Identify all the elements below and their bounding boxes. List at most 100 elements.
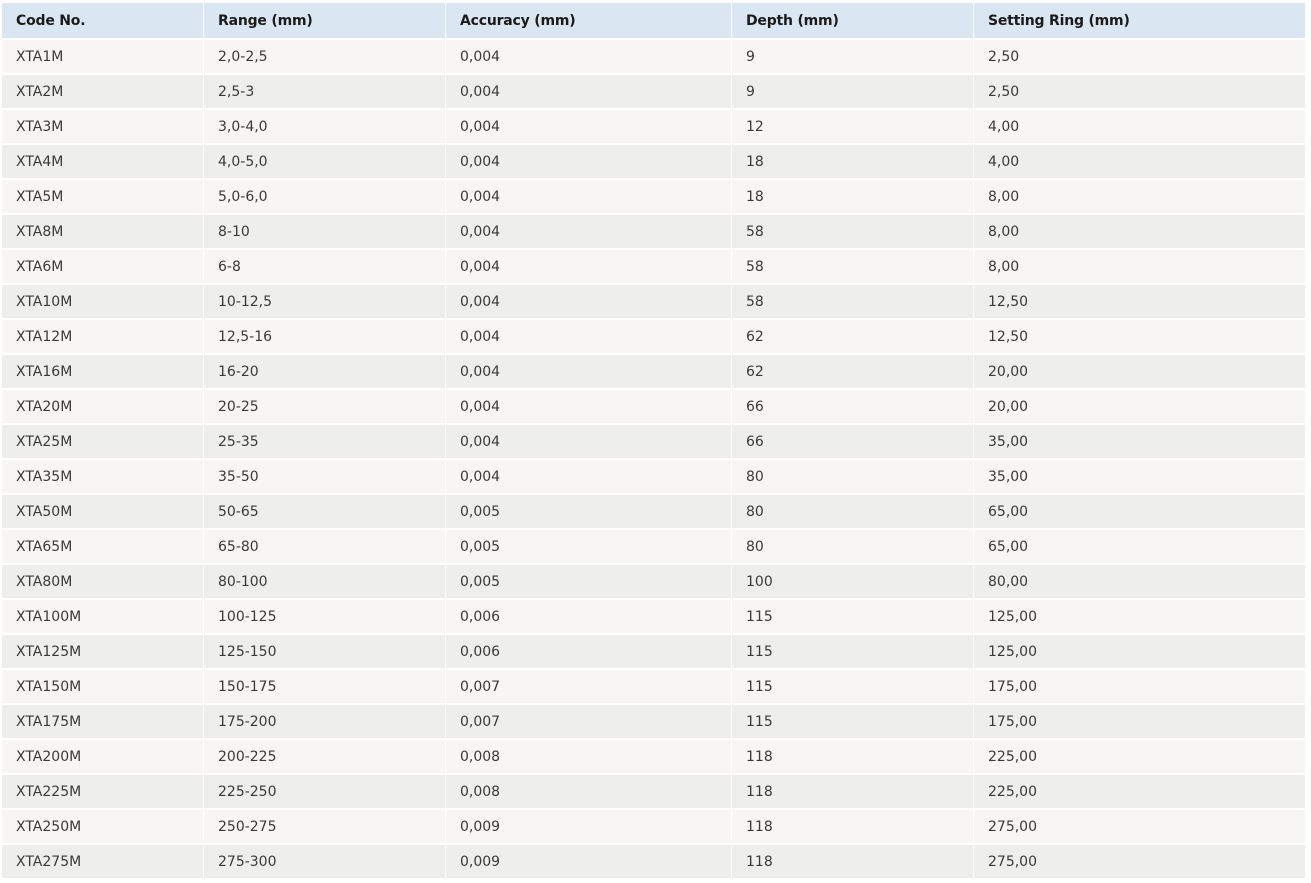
cell-code-no: XTA1M: [2, 38, 204, 73]
table-row: XTA8M 8-10 0,004 58 8,00: [2, 213, 1306, 248]
table-row: XTA20M 20-25 0,004 66 20,00: [2, 388, 1306, 423]
cell-range: 50-65: [204, 493, 446, 528]
table-row: XTA250M 250-275 0,009 118 275,00: [2, 808, 1306, 843]
cell-accuracy: 0,004: [446, 388, 732, 423]
cell-code-no: XTA200M: [2, 738, 204, 773]
cell-range: 25-35: [204, 423, 446, 458]
cell-range: 2,0-2,5: [204, 38, 446, 73]
cell-setting-ring: 175,00: [974, 668, 1306, 703]
cell-range: 5,0-6,0: [204, 178, 446, 213]
cell-range: 4,0-5,0: [204, 143, 446, 178]
cell-accuracy: 0,004: [446, 458, 732, 493]
table-row: XTA5M 5,0-6,0 0,004 18 8,00: [2, 178, 1306, 213]
cell-depth: 62: [732, 318, 974, 353]
cell-accuracy: 0,006: [446, 598, 732, 633]
cell-setting-ring: 35,00: [974, 423, 1306, 458]
cell-depth: 58: [732, 248, 974, 283]
cell-accuracy: 0,004: [446, 178, 732, 213]
cell-range: 125-150: [204, 633, 446, 668]
cell-setting-ring: 225,00: [974, 773, 1306, 808]
cell-range: 3,0-4,0: [204, 108, 446, 143]
cell-accuracy: 0,009: [446, 808, 732, 843]
cell-setting-ring: 225,00: [974, 738, 1306, 773]
table-row: XTA65M 65-80 0,005 80 65,00: [2, 528, 1306, 563]
cell-setting-ring: 12,50: [974, 283, 1306, 318]
cell-range: 8-10: [204, 213, 446, 248]
table-row: XTA35M 35-50 0,004 80 35,00: [2, 458, 1306, 493]
table-row: XTA25M 25-35 0,004 66 35,00: [2, 423, 1306, 458]
cell-accuracy: 0,004: [446, 143, 732, 178]
product-specs-table: Code No. Range (mm) Accuracy (mm) Depth …: [2, 3, 1306, 878]
cell-depth: 18: [732, 178, 974, 213]
cell-range: 150-175: [204, 668, 446, 703]
table-row: XTA80M 80-100 0,005 100 80,00: [2, 563, 1306, 598]
cell-accuracy: 0,004: [446, 213, 732, 248]
cell-setting-ring: 65,00: [974, 528, 1306, 563]
cell-accuracy: 0,004: [446, 38, 732, 73]
cell-accuracy: 0,007: [446, 703, 732, 738]
cell-range: 12,5-16: [204, 318, 446, 353]
cell-accuracy: 0,006: [446, 633, 732, 668]
cell-setting-ring: 275,00: [974, 808, 1306, 843]
cell-depth: 58: [732, 283, 974, 318]
cell-depth: 58: [732, 213, 974, 248]
cell-accuracy: 0,004: [446, 283, 732, 318]
cell-range: 225-250: [204, 773, 446, 808]
cell-code-no: XTA225M: [2, 773, 204, 808]
table-row: XTA12M 12,5-16 0,004 62 12,50: [2, 318, 1306, 353]
cell-code-no: XTA250M: [2, 808, 204, 843]
cell-code-no: XTA125M: [2, 633, 204, 668]
table-row: XTA2M 2,5-3 0,004 9 2,50: [2, 73, 1306, 108]
cell-code-no: XTA25M: [2, 423, 204, 458]
table-row: XTA125M 125-150 0,006 115 125,00: [2, 633, 1306, 668]
cell-code-no: XTA20M: [2, 388, 204, 423]
cell-setting-ring: 4,00: [974, 143, 1306, 178]
cell-setting-ring: 275,00: [974, 843, 1306, 878]
cell-setting-ring: 4,00: [974, 108, 1306, 143]
cell-depth: 118: [732, 773, 974, 808]
cell-setting-ring: 65,00: [974, 493, 1306, 528]
cell-depth: 9: [732, 73, 974, 108]
table-row: XTA4M 4,0-5,0 0,004 18 4,00: [2, 143, 1306, 178]
cell-accuracy: 0,004: [446, 353, 732, 388]
table-header: Code No. Range (mm) Accuracy (mm) Depth …: [2, 3, 1306, 38]
cell-code-no: XTA4M: [2, 143, 204, 178]
table-row: XTA50M 50-65 0,005 80 65,00: [2, 493, 1306, 528]
cell-depth: 115: [732, 598, 974, 633]
header-setting-ring: Setting Ring (mm): [974, 3, 1306, 38]
cell-setting-ring: 2,50: [974, 38, 1306, 73]
cell-code-no: XTA80M: [2, 563, 204, 598]
cell-accuracy: 0,008: [446, 773, 732, 808]
header-row: Code No. Range (mm) Accuracy (mm) Depth …: [2, 3, 1306, 38]
cell-setting-ring: 8,00: [974, 178, 1306, 213]
cell-code-no: XTA100M: [2, 598, 204, 633]
table-row: XTA6M 6-8 0,004 58 8,00: [2, 248, 1306, 283]
cell-code-no: XTA2M: [2, 73, 204, 108]
cell-range: 200-225: [204, 738, 446, 773]
cell-setting-ring: 12,50: [974, 318, 1306, 353]
cell-setting-ring: 125,00: [974, 633, 1306, 668]
cell-code-no: XTA150M: [2, 668, 204, 703]
cell-setting-ring: 20,00: [974, 388, 1306, 423]
cell-depth: 66: [732, 388, 974, 423]
cell-range: 6-8: [204, 248, 446, 283]
cell-setting-ring: 8,00: [974, 248, 1306, 283]
cell-code-no: XTA3M: [2, 108, 204, 143]
cell-depth: 80: [732, 528, 974, 563]
cell-accuracy: 0,009: [446, 843, 732, 878]
cell-range: 10-12,5: [204, 283, 446, 318]
header-depth: Depth (mm): [732, 3, 974, 38]
cell-depth: 100: [732, 563, 974, 598]
cell-code-no: XTA5M: [2, 178, 204, 213]
cell-setting-ring: 125,00: [974, 598, 1306, 633]
cell-depth: 12: [732, 108, 974, 143]
cell-code-no: XTA8M: [2, 213, 204, 248]
cell-code-no: XTA65M: [2, 528, 204, 563]
cell-accuracy: 0,007: [446, 668, 732, 703]
cell-code-no: XTA50M: [2, 493, 204, 528]
cell-range: 275-300: [204, 843, 446, 878]
cell-code-no: XTA275M: [2, 843, 204, 878]
cell-code-no: XTA35M: [2, 458, 204, 493]
cell-setting-ring: 80,00: [974, 563, 1306, 598]
cell-setting-ring: 2,50: [974, 73, 1306, 108]
